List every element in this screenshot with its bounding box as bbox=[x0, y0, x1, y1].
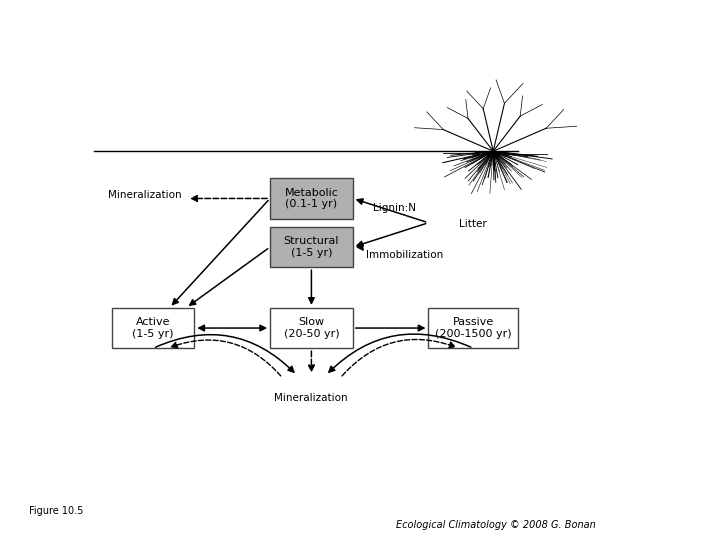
Text: Passive
(200-1500 yr): Passive (200-1500 yr) bbox=[435, 317, 512, 339]
Text: Mineralization: Mineralization bbox=[274, 393, 348, 403]
FancyBboxPatch shape bbox=[112, 308, 194, 348]
Text: Slow
(20-50 yr): Slow (20-50 yr) bbox=[284, 317, 339, 339]
FancyBboxPatch shape bbox=[270, 227, 353, 267]
FancyBboxPatch shape bbox=[428, 308, 518, 348]
Text: Mineralization: Mineralization bbox=[108, 191, 181, 200]
Text: Lignin:N: Lignin:N bbox=[373, 203, 416, 213]
Text: Metabolic
(0.1-1 yr): Metabolic (0.1-1 yr) bbox=[284, 188, 338, 210]
Text: Litter: Litter bbox=[459, 219, 487, 229]
FancyBboxPatch shape bbox=[270, 178, 353, 219]
Text: Active
(1-5 yr): Active (1-5 yr) bbox=[132, 317, 174, 339]
Text: Immobilization: Immobilization bbox=[366, 251, 443, 260]
Text: Figure 10.5: Figure 10.5 bbox=[29, 505, 84, 516]
FancyBboxPatch shape bbox=[270, 308, 353, 348]
Text: Ecological Climatology © 2008 G. Bonan: Ecological Climatology © 2008 G. Bonan bbox=[396, 520, 595, 530]
Text: Structural
(1-5 yr): Structural (1-5 yr) bbox=[284, 237, 339, 258]
